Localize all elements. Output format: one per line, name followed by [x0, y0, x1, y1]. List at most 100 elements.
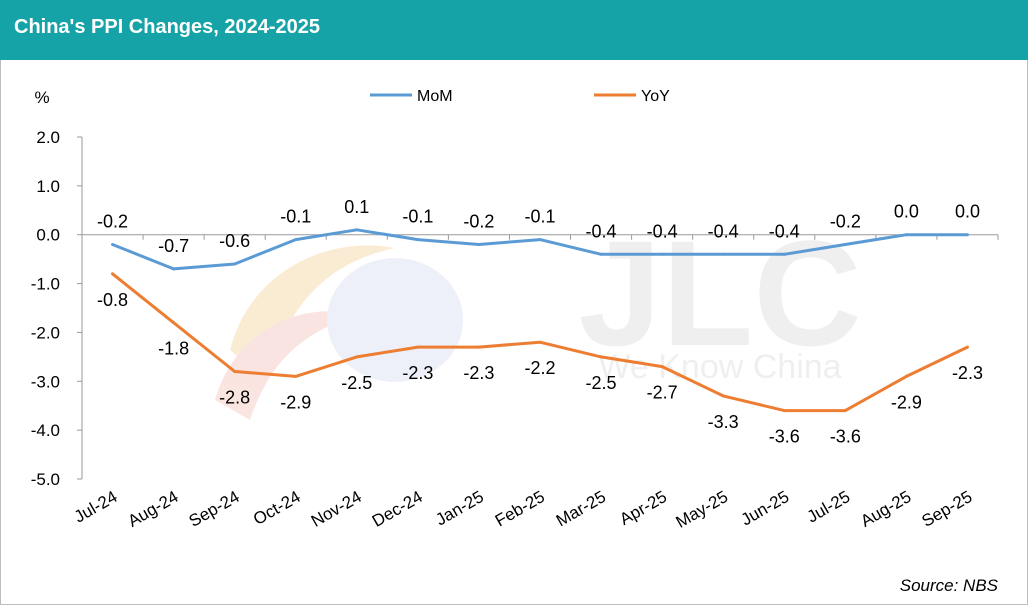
legend-yoy-label: YoY	[641, 88, 670, 105]
data-label-yoy: -3.3	[708, 412, 739, 432]
y-tick-labels: 2.0 1.0 0.0 -1.0 -2.0 -3.0 -4.0 -5.0	[31, 128, 60, 489]
data-label-yoy: -2.5	[341, 373, 372, 393]
watermark-logo: JLC We Know China	[215, 209, 862, 420]
y-tick-label: 2.0	[36, 128, 60, 147]
point-yoy	[233, 370, 237, 374]
data-label-mom: -0.7	[158, 236, 189, 256]
data-label-mom: 0.1	[344, 197, 369, 217]
point-yoy	[843, 409, 847, 413]
point-yoy	[599, 355, 603, 359]
data-label-yoy: -3.6	[830, 427, 861, 447]
point-mom	[538, 238, 542, 242]
point-yoy	[416, 345, 420, 349]
data-label-mom: -0.2	[97, 211, 128, 231]
data-label-yoy: -2.3	[952, 363, 983, 383]
point-yoy	[904, 374, 908, 378]
series-group	[111, 228, 969, 413]
data-label-yoy: -0.8	[97, 290, 128, 310]
data-label-mom: -0.6	[219, 231, 250, 251]
title-bar: China's PPI Changes, 2024-2025	[0, 0, 1028, 60]
x-tick-label: Jul-25	[804, 487, 854, 527]
data-label-mom: -0.4	[769, 221, 800, 241]
point-mom	[599, 252, 603, 256]
watermark-swoosh-blue	[327, 258, 463, 382]
point-yoy	[660, 365, 664, 369]
y-tick-label: -3.0	[31, 372, 60, 391]
data-label-yoy: -2.8	[219, 388, 250, 408]
point-mom	[111, 242, 115, 246]
point-mom	[416, 238, 420, 242]
point-yoy	[782, 409, 786, 413]
data-label-yoy: -1.8	[158, 339, 189, 359]
data-label-yoy: -2.9	[891, 392, 922, 412]
data-label-yoy: -2.7	[647, 383, 678, 403]
x-tick-label: May-25	[673, 487, 732, 532]
x-tick-label: Jun-25	[738, 487, 793, 529]
x-tick-label: Sep-25	[918, 487, 975, 531]
point-mom	[355, 228, 359, 232]
x-tick-label: Dec-24	[369, 487, 426, 531]
point-yoy	[538, 340, 542, 344]
chart-title: China's PPI Changes, 2024-2025	[14, 16, 321, 38]
point-mom	[721, 252, 725, 256]
point-mom	[294, 238, 298, 242]
x-tick-label: Oct-24	[250, 487, 304, 529]
legend: MoM YoY	[370, 88, 670, 105]
data-label-mom: 0.0	[894, 202, 919, 222]
y-axis-unit: %	[34, 88, 49, 107]
data-label-yoy: -2.3	[402, 363, 433, 383]
y-tick-label: -4.0	[31, 421, 60, 440]
watermark-swoosh-red	[215, 311, 360, 420]
source-note: Source: NBS	[899, 576, 998, 595]
point-yoy	[172, 321, 176, 325]
y-tick-label: -2.0	[31, 323, 60, 342]
x-tick-label: Sep-24	[186, 487, 243, 531]
point-mom	[965, 233, 969, 237]
y-tick-label: 0.0	[36, 226, 60, 245]
data-label-mom: -0.1	[524, 207, 555, 227]
point-mom	[843, 242, 847, 246]
data-label-mom: -0.1	[280, 207, 311, 227]
data-labels: -0.2 -0.7 -0.6 -0.1 0.1 -0.1 -0.2 -0.1 -0.4 -0.4 -…	[97, 197, 983, 447]
data-label-yoy: -2.5	[586, 373, 617, 393]
point-yoy	[111, 272, 115, 276]
point-mom	[233, 262, 237, 266]
point-yoy	[355, 355, 359, 359]
x-tick-label: Feb-25	[492, 487, 548, 530]
x-tick-label: Aug-25	[857, 487, 914, 531]
data-label-mom: -0.4	[647, 221, 678, 241]
data-label-yoy: -2.9	[280, 392, 311, 412]
x-tick-labels: Jul-24 Aug-24 Sep-24 Oct-24 Nov-24 Dec-24 Jan-…	[71, 487, 976, 532]
x-tick-label: Mar-25	[553, 487, 609, 530]
data-label-mom: -0.2	[463, 211, 494, 231]
axes	[77, 136, 999, 480]
point-mom	[904, 233, 908, 237]
point-mom	[172, 267, 176, 271]
data-label-mom: -0.1	[402, 207, 433, 227]
point-mom	[477, 242, 481, 246]
watermark-tagline: We Know China	[598, 348, 841, 386]
x-tick-label: Jul-24	[71, 487, 121, 527]
y-tick-label: -1.0	[31, 275, 60, 294]
y-tick-label: 1.0	[36, 177, 60, 196]
point-yoy	[965, 345, 969, 349]
point-yoy	[294, 374, 298, 378]
point-mom	[782, 252, 786, 256]
data-label-yoy: -3.6	[769, 427, 800, 447]
data-label-mom: -0.4	[708, 221, 739, 241]
point-mom	[660, 252, 664, 256]
data-label-mom: -0.4	[586, 221, 617, 241]
data-label-yoy: -2.2	[524, 358, 555, 378]
x-tick-label: Aug-24	[125, 487, 182, 531]
data-label-mom: -0.2	[830, 211, 861, 231]
y-tick-label: -5.0	[31, 470, 60, 489]
legend-mom-label: MoM	[417, 88, 453, 105]
point-yoy	[721, 394, 725, 398]
point-yoy	[477, 345, 481, 349]
data-label-yoy: -2.3	[463, 363, 494, 383]
x-tick-label: Apr-25	[616, 487, 670, 529]
x-tick-label: Jan-25	[432, 487, 487, 529]
data-label-mom: 0.0	[955, 202, 980, 222]
x-tick-label: Nov-24	[308, 487, 365, 531]
